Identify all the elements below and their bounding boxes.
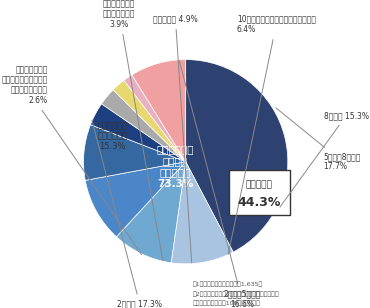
Wedge shape [186, 59, 288, 252]
Wedge shape [101, 90, 186, 162]
Text: 仕入れコストは
上昇したが、価格転嫁
するつもりはない
2.6%: 仕入れコストは 上昇したが、価格転嫁 するつもりはない 2.6% [1, 65, 142, 254]
Text: 44.3%: 44.3% [238, 196, 281, 209]
Text: 注2：小数点以下第2位を四捨五入しているため、: 注2：小数点以下第2位を四捨五入しているため、 [192, 291, 279, 297]
FancyBboxPatch shape [229, 170, 290, 215]
Text: 分からない 4.9%: 分からない 4.9% [153, 15, 198, 263]
Wedge shape [124, 75, 186, 162]
Text: 価格転嫁率: 価格転嫁率 [246, 181, 273, 190]
Wedge shape [132, 59, 186, 162]
Text: 合計は必ずしも100とはならない: 合計は必ずしも100とはならない [192, 300, 260, 306]
Text: 8割以上 15.3%: 8割以上 15.3% [280, 111, 369, 207]
Text: 10割（すべて価格転嫁できている）
6.4%: 10割（すべて価格転嫁できている） 6.4% [228, 15, 316, 254]
Text: 多少なりとも
価格転嫁
できている
73.3%: 多少なりとも 価格転嫁 できている 73.3% [157, 144, 194, 189]
Wedge shape [171, 162, 233, 264]
Wedge shape [85, 162, 186, 237]
Text: 2割未満 17.3%: 2割未満 17.3% [92, 120, 162, 308]
Wedge shape [113, 80, 186, 162]
Text: 仕入れコストは
上昇していない
3.9%: 仕入れコストは 上昇していない 3.9% [103, 0, 163, 261]
Wedge shape [84, 125, 186, 180]
Text: 注1：母数は、有効回答企業1,635社: 注1：母数は、有効回答企業1,635社 [192, 282, 263, 287]
Text: 全く価格転嫁
できていない
15.3%: 全く価格転嫁 できていない 15.3% [97, 121, 127, 151]
Wedge shape [117, 162, 186, 263]
Wedge shape [91, 104, 186, 162]
Text: 2割以上5割未満
16.6%: 2割以上5割未満 16.6% [179, 60, 260, 308]
Text: 5割以上8割未満
17.7%: 5割以上8割未満 17.7% [276, 108, 361, 172]
